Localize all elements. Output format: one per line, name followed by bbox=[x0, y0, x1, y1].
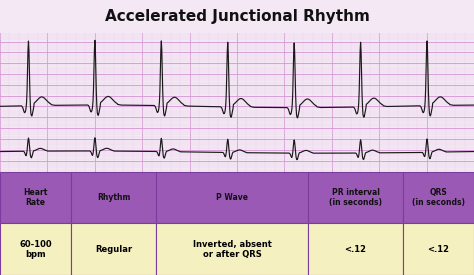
Text: QRS
(in seconds): QRS (in seconds) bbox=[412, 188, 465, 207]
Text: P Wave: P Wave bbox=[216, 193, 248, 202]
Bar bbox=[156, 223, 308, 275]
Text: PR interval
(in seconds): PR interval (in seconds) bbox=[329, 188, 382, 207]
Bar bbox=[71, 223, 156, 275]
Text: Regular: Regular bbox=[95, 245, 132, 254]
Bar bbox=[403, 223, 474, 275]
Bar bbox=[156, 172, 308, 223]
Text: Heart
Rate: Heart Rate bbox=[23, 188, 48, 207]
Bar bbox=[0, 223, 71, 275]
Bar bbox=[71, 172, 156, 223]
Bar bbox=[0, 172, 71, 223]
Bar bbox=[308, 172, 403, 223]
Bar bbox=[308, 223, 403, 275]
Text: Inverted, absent
or after QRS: Inverted, absent or after QRS bbox=[193, 240, 272, 259]
Text: <.12: <.12 bbox=[345, 245, 366, 254]
Text: 60-100
bpm: 60-100 bpm bbox=[19, 240, 52, 259]
Text: Accelerated Junctional Rhythm: Accelerated Junctional Rhythm bbox=[105, 9, 369, 24]
Bar bbox=[403, 172, 474, 223]
Text: <.12: <.12 bbox=[428, 245, 449, 254]
Text: Rhythm: Rhythm bbox=[97, 193, 130, 202]
